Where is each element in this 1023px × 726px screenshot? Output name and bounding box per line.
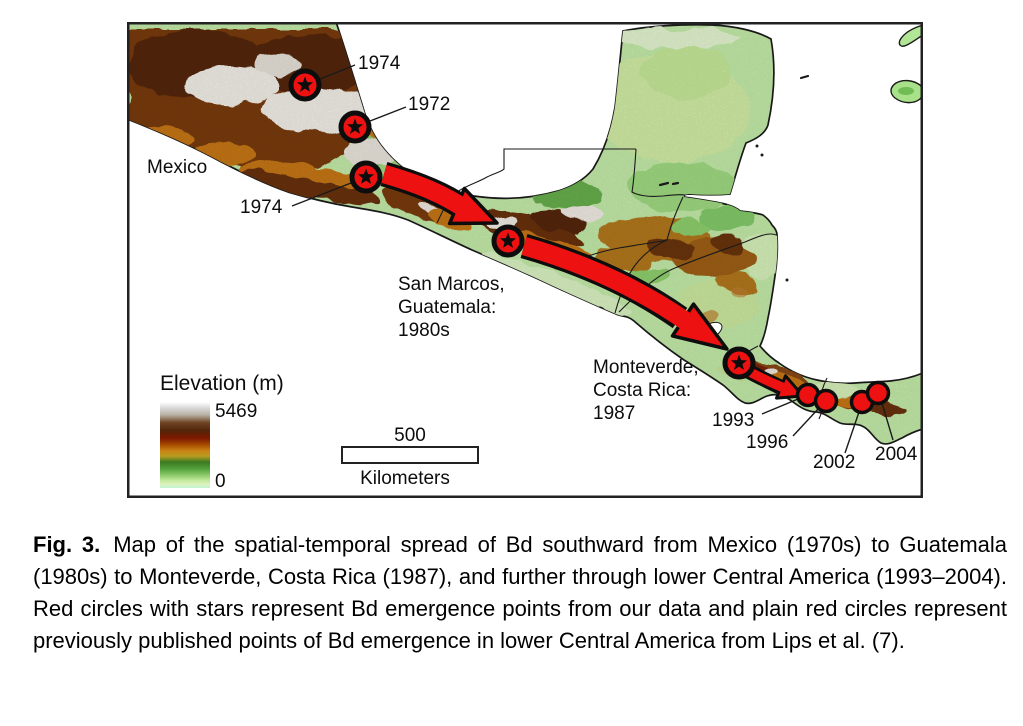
spread-arrow-mexico-to-guatemala: [380, 161, 499, 226]
small-cays: [658, 74, 810, 187]
scale-bar: 500 Kilometers: [341, 425, 479, 489]
label-san-marcos-line1: San Marcos,: [398, 274, 505, 295]
elevation-legend: Elevation (m) 5469 0: [160, 372, 284, 492]
figure-caption-text: Map of the spatial-temporal spread of Bd…: [33, 532, 1008, 653]
bd-star-marker-1974-north: [291, 71, 319, 99]
country-label-mexico: Mexico: [147, 157, 207, 178]
scale-bar-unit: Kilometers: [360, 468, 450, 489]
figure-caption: Fig. 3. Map of the spatial-temporal sprea…: [33, 529, 1007, 657]
bd-star-marker-monteverde: [725, 349, 753, 377]
elevation-gradient-bar: [160, 402, 210, 488]
year-label-2004: 2004: [875, 444, 918, 465]
spread-arrows: [380, 161, 805, 400]
legend-title: Elevation (m): [160, 372, 284, 395]
scale-bar-rect: [341, 446, 479, 464]
legend-max-value: 5469: [215, 401, 257, 422]
year-label-1972: 1972: [408, 94, 450, 115]
scale-bar-distance: 500: [394, 425, 426, 446]
bd-star-marker-san-marcos: [494, 227, 522, 255]
label-san-marcos-line3: 1980s: [398, 320, 450, 341]
legend-min-value: 0: [215, 471, 226, 492]
bd-circle-marker-1996: [813, 388, 839, 414]
spread-arrow-guatemala-to-monteverde: [520, 233, 729, 351]
spread-map: 1974 1972 Mexico 1974 San Marcos, Guatem…: [126, 21, 924, 498]
island-cuba-tip: [898, 24, 924, 47]
label-san-marcos-line2: Guatemala:: [398, 297, 496, 318]
year-label-2002: 2002: [813, 452, 855, 473]
year-label-1974-south: 1974: [240, 197, 283, 218]
islands: [658, 24, 924, 282]
label-monteverde-line3: 1987: [593, 403, 635, 424]
map-frame-border: [127, 22, 923, 498]
bd-star-marker-1974-south: [352, 163, 380, 191]
year-label-1996: 1996: [746, 432, 788, 453]
map-panel: 1974 1972 Mexico 1974 San Marcos, Guatem…: [126, 21, 924, 498]
label-monteverde-line1: Monteverde,: [593, 357, 699, 378]
label-monteverde-line2: Costa Rica:: [593, 380, 691, 401]
bd-star-marker-1972: [341, 113, 369, 141]
map-labels: 1974 1972 Mexico 1974 San Marcos, Guatem…: [147, 53, 918, 473]
year-label-1993: 1993: [712, 410, 754, 431]
year-label-1974-north: 1974: [358, 53, 401, 74]
figure-caption-label: Fig. 3.: [33, 532, 101, 557]
leader-lines: [291, 64, 894, 454]
published-bd-points: [795, 380, 891, 415]
bd-circle-marker-2004: [865, 380, 891, 406]
